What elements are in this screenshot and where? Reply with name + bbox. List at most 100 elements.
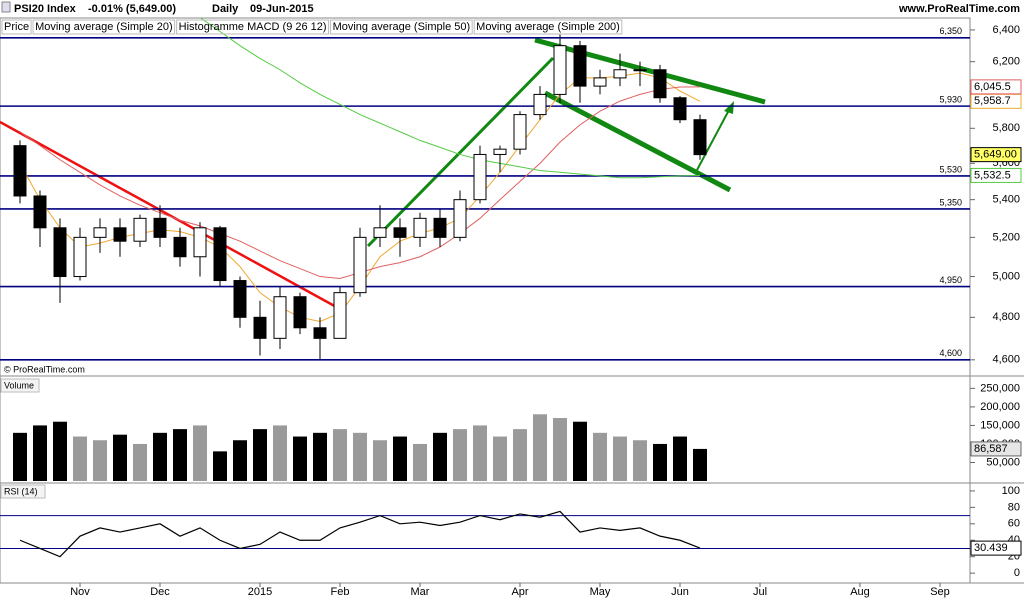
last-value-box [970,147,1022,163]
x-tick-label: Jun [671,586,689,598]
level-label: 4,950 [939,275,962,285]
candle-body [73,236,87,278]
volume-bar [413,443,427,481]
candle-body [673,97,687,121]
volume-bar [253,429,267,481]
legend-entry[interactable]: Histogramme MACD (9 26 12) [179,21,327,33]
volume-bar [113,434,127,481]
volume-bar [653,443,667,481]
moving-average [199,18,701,179]
period: Daily [212,3,239,15]
volume-bar [513,429,527,481]
legend-box [330,19,473,35]
level-label: 5,930 [939,95,962,105]
candle-body [253,316,267,339]
candle-body [153,217,167,238]
last-value-label: 5,649.00 [974,149,1017,161]
candle-body [653,69,667,99]
pane-title-box [0,378,40,393]
y-tick-label: 100 [1002,485,1020,497]
candle-body [333,292,347,339]
legend-box [1,19,32,35]
legend-entry[interactable]: Moving average (Simple 20) [35,21,173,33]
last-value-label: 30.439 [974,542,1008,554]
x-tick-label: Feb [331,586,350,598]
volume-bar [53,421,67,481]
copyright: © ProRealTime.com [4,364,85,374]
y-tick-label: 150,000 [980,419,1020,431]
volume-bar [433,432,447,481]
y-tick-label: 60 [1008,518,1020,530]
volume-bar [593,432,607,481]
level-label: 5,530 [939,164,962,174]
legend-entry[interactable]: Price [4,21,29,33]
candle-body [93,227,107,238]
legend-entry[interactable]: Moving average (Simple 50) [333,21,471,33]
last-value-label: 5,958.7 [974,95,1011,107]
volume-bar [373,440,387,481]
volume-bar [73,436,87,481]
candle-body [413,217,427,238]
legend-box [32,19,176,35]
volume-bar [133,443,147,481]
arrow-head [724,101,734,114]
candle-body [13,145,27,197]
y-tick-label: 5,200 [992,231,1020,243]
x-tick-label: Aug [850,586,870,598]
candle-body [173,236,187,258]
candle-body [293,296,307,329]
candle-body [573,45,587,87]
y-tick-label: 4,600 [992,354,1020,366]
y-tick-label: 5,800 [992,122,1020,134]
rsi-line [19,510,701,558]
x-tick-label: 2015 [248,586,272,598]
volume-bar [193,425,207,481]
volume-bar [173,429,187,481]
y-tick-label: 250,000 [980,382,1020,394]
last-value-box [970,79,1022,95]
candle-body [213,227,227,282]
trendlines [0,37,766,311]
legend-box [473,19,623,35]
candle-body [593,77,607,87]
volume-bar [353,432,367,481]
candle-body [233,280,247,318]
legend-entry[interactable]: Moving average (Simple 200) [476,21,620,33]
candle-body [273,296,287,339]
volume-bar [293,436,307,481]
volume-bar [573,421,587,481]
chart-title: PSI20 Index [14,3,77,15]
source: www.ProRealTime.com [898,3,1020,15]
last-value-label: 86,587 [974,443,1008,455]
volume-bar [313,432,327,481]
last-value-box [970,441,1022,457]
change: -0.01% (5,649.00) [88,3,176,15]
candle-body [493,148,507,155]
candle-body [113,227,127,242]
candle-body [313,327,327,339]
last-value-label: 6,045.5 [974,81,1011,93]
toggle-icon[interactable] [1,1,11,13]
volume-bar [553,418,567,481]
candle-body [553,45,567,95]
volume-bar [213,451,227,481]
candle-body [453,199,467,238]
y-tick-label: 6,200 [992,56,1020,68]
candle-body [433,217,447,238]
rsi-title: RSI (14) [4,486,38,496]
price-plot [0,18,970,361]
level-label: 6,350 [939,26,962,36]
candle-body [53,227,67,278]
volume-bar [13,432,27,481]
volume-bar [533,414,547,481]
date: 09-Jun-2015 [250,3,314,15]
level-label: 5,350 [939,197,962,207]
candle-body [513,114,527,150]
arrow [696,109,730,171]
volume-bar [613,436,627,481]
candle-body [373,227,387,238]
volume-bar [393,436,407,481]
legend-box [176,19,330,35]
volume-title: Volume [4,380,34,390]
last-value-box [970,167,1022,183]
